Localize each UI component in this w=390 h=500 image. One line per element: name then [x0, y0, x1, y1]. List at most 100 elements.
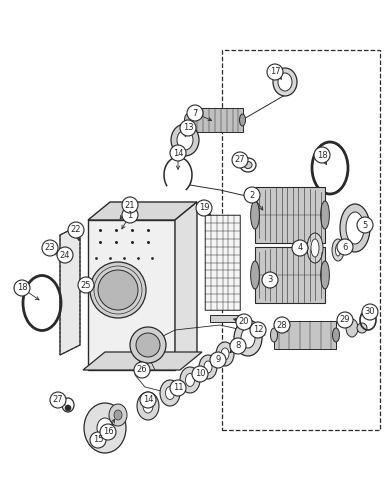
Text: 10: 10: [195, 370, 205, 378]
Circle shape: [357, 323, 367, 333]
Ellipse shape: [271, 328, 278, 342]
Circle shape: [122, 207, 138, 223]
Circle shape: [57, 247, 73, 263]
Ellipse shape: [97, 418, 113, 438]
Ellipse shape: [160, 380, 180, 406]
Circle shape: [192, 366, 208, 382]
Text: 28: 28: [277, 320, 287, 330]
Ellipse shape: [321, 261, 330, 289]
Circle shape: [65, 405, 71, 411]
Circle shape: [122, 197, 138, 213]
Circle shape: [236, 314, 252, 330]
Circle shape: [42, 240, 58, 256]
Ellipse shape: [332, 239, 344, 261]
Text: 3: 3: [267, 276, 273, 284]
Circle shape: [274, 317, 290, 333]
Text: 27: 27: [53, 396, 63, 404]
Polygon shape: [210, 315, 240, 322]
Polygon shape: [60, 225, 80, 355]
Text: 1: 1: [128, 210, 133, 220]
Circle shape: [262, 272, 278, 288]
FancyBboxPatch shape: [274, 321, 336, 349]
Ellipse shape: [177, 130, 193, 150]
Ellipse shape: [204, 361, 212, 373]
Ellipse shape: [84, 403, 126, 453]
Text: 17: 17: [270, 68, 280, 76]
Ellipse shape: [199, 355, 217, 379]
Text: 29: 29: [340, 316, 350, 324]
Circle shape: [90, 432, 106, 448]
Ellipse shape: [244, 162, 252, 168]
Text: 24: 24: [60, 250, 70, 260]
Circle shape: [130, 327, 166, 363]
Circle shape: [134, 362, 150, 378]
Ellipse shape: [165, 386, 174, 400]
Circle shape: [292, 240, 308, 256]
Ellipse shape: [239, 114, 245, 126]
Text: 21: 21: [125, 200, 135, 209]
Text: 20: 20: [239, 318, 249, 326]
Ellipse shape: [186, 374, 195, 386]
Ellipse shape: [278, 73, 292, 91]
Text: 5: 5: [362, 220, 368, 230]
Circle shape: [267, 64, 283, 80]
Circle shape: [210, 352, 226, 368]
Circle shape: [140, 392, 156, 408]
Ellipse shape: [240, 158, 256, 172]
Polygon shape: [83, 352, 202, 370]
Text: 6: 6: [342, 242, 348, 252]
Text: 8: 8: [235, 342, 241, 350]
Circle shape: [136, 333, 160, 357]
Circle shape: [78, 277, 94, 293]
Ellipse shape: [241, 328, 255, 348]
Circle shape: [14, 280, 30, 296]
Text: 26: 26: [136, 366, 147, 374]
Text: 18: 18: [17, 284, 27, 292]
Text: 23: 23: [45, 244, 55, 252]
Ellipse shape: [184, 114, 190, 126]
Text: 30: 30: [365, 308, 375, 316]
Ellipse shape: [333, 328, 340, 342]
Ellipse shape: [307, 233, 323, 263]
Circle shape: [90, 262, 146, 318]
Ellipse shape: [312, 142, 348, 194]
Ellipse shape: [346, 319, 358, 337]
Circle shape: [180, 120, 196, 136]
Polygon shape: [88, 202, 197, 220]
Circle shape: [187, 105, 203, 121]
Text: 7: 7: [192, 108, 198, 118]
Text: 25: 25: [81, 280, 91, 289]
Circle shape: [170, 145, 186, 161]
Circle shape: [230, 338, 246, 354]
Ellipse shape: [171, 124, 199, 156]
Circle shape: [362, 304, 378, 320]
Circle shape: [337, 239, 353, 255]
Circle shape: [50, 392, 66, 408]
Text: 11: 11: [173, 384, 183, 392]
Text: 4: 4: [297, 244, 303, 252]
Bar: [222, 50, 380, 430]
Ellipse shape: [109, 404, 127, 426]
Text: 12: 12: [253, 326, 263, 334]
Ellipse shape: [114, 410, 122, 420]
Ellipse shape: [321, 201, 330, 229]
Text: 19: 19: [199, 204, 209, 212]
Ellipse shape: [180, 367, 200, 393]
Circle shape: [357, 217, 373, 233]
Text: 16: 16: [103, 428, 113, 436]
Circle shape: [170, 380, 186, 396]
Bar: [205, 215, 240, 310]
Ellipse shape: [251, 201, 259, 229]
Circle shape: [98, 270, 138, 310]
FancyBboxPatch shape: [255, 187, 325, 243]
Circle shape: [314, 147, 330, 163]
Ellipse shape: [234, 320, 262, 356]
Ellipse shape: [335, 244, 340, 256]
Text: 14: 14: [173, 148, 183, 158]
Ellipse shape: [251, 261, 259, 289]
Ellipse shape: [221, 348, 229, 360]
Bar: [88, 220, 175, 370]
Ellipse shape: [216, 342, 234, 366]
Circle shape: [100, 424, 116, 440]
Circle shape: [250, 322, 266, 338]
